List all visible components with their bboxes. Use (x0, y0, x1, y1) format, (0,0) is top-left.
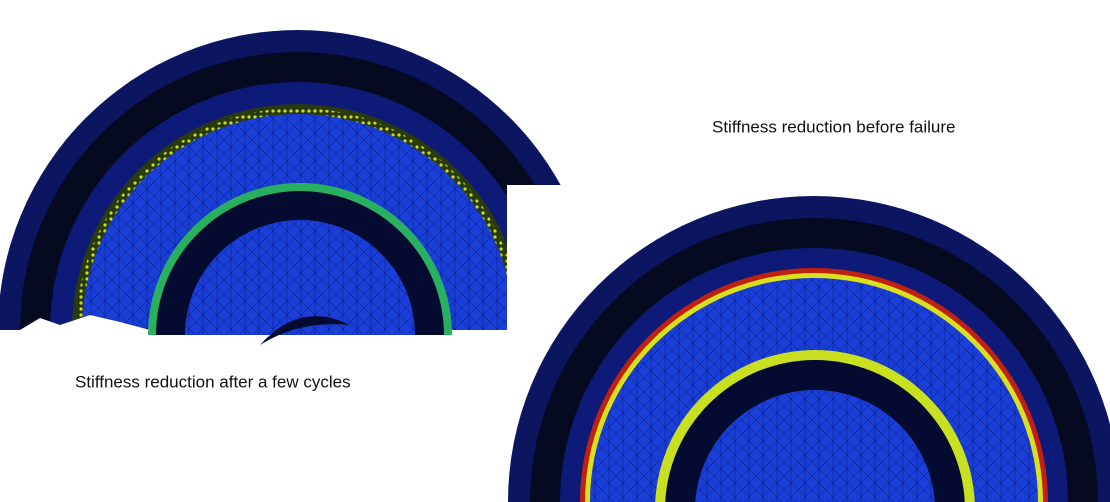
right-model (508, 196, 1110, 502)
caption: Stiffness reduction after a few cycles (75, 372, 351, 391)
inner-mesh (185, 220, 415, 335)
left-model (0, 30, 575, 335)
caption: Stiffness reduction before failure (712, 117, 956, 136)
tab (260, 316, 350, 345)
inner-mesh (695, 390, 935, 502)
edge-cut (0, 315, 150, 360)
